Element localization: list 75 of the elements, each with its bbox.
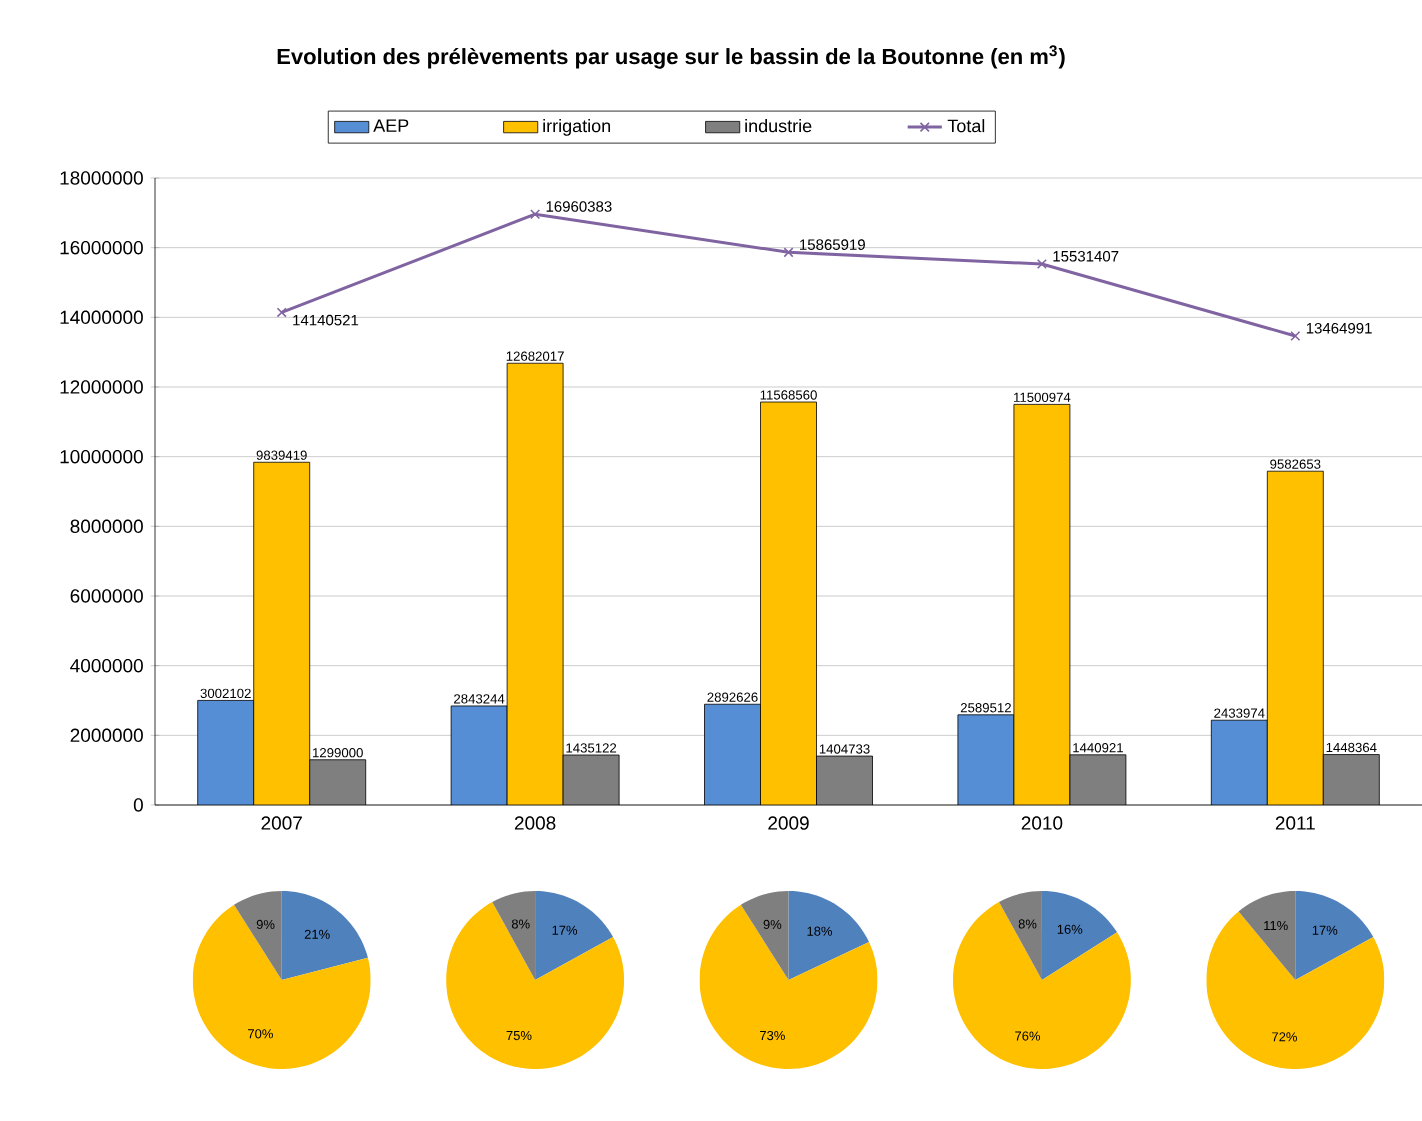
data-label: 9% <box>256 919 275 930</box>
data-label: 2892626 <box>707 692 758 702</box>
data-label: 17% <box>552 925 578 935</box>
bar <box>704 704 761 805</box>
y-tick-label: 16000000 <box>60 240 143 255</box>
data-label: 9582653 <box>1270 459 1321 469</box>
data-label: 3002102 <box>200 688 251 699</box>
point <box>1290 330 1301 342</box>
bar <box>563 755 620 805</box>
legend-label: industrie <box>745 119 812 133</box>
data-label: 18% <box>807 926 833 936</box>
bar <box>957 714 1014 805</box>
bar <box>760 402 817 805</box>
bar <box>816 756 873 805</box>
point <box>783 247 794 258</box>
data-label: 16% <box>1057 924 1083 934</box>
data-label: 73% <box>760 1030 785 1041</box>
bar <box>1210 719 1268 805</box>
data-label: 1404733 <box>819 744 870 754</box>
point <box>530 209 541 220</box>
data-label: 75% <box>506 1031 532 1041</box>
data-label: 16960383 <box>546 201 612 212</box>
data-label: 70% <box>248 1029 273 1039</box>
legend-label: irrigation <box>543 119 611 136</box>
data-label: 9% <box>763 919 782 930</box>
x-tick-label: 2008 <box>514 816 556 830</box>
y-tick-label: 2000000 <box>70 728 143 743</box>
y-tick-label: 14000000 <box>60 310 143 325</box>
x-tick-label: 2011 <box>1275 816 1315 830</box>
data-label: 2433974 <box>1214 708 1265 718</box>
bar <box>1069 754 1126 805</box>
x-tick-label: 2010 <box>1021 816 1063 830</box>
data-label: 11500974 <box>1014 392 1071 402</box>
y-tick-label: 8000000 <box>70 519 143 534</box>
data-label: 11% <box>1264 921 1288 931</box>
bar <box>1013 404 1070 805</box>
point <box>1036 258 1047 270</box>
bar <box>1322 754 1380 805</box>
data-label: 21% <box>304 929 330 939</box>
bar <box>253 462 310 805</box>
data-label: 11568560 <box>760 390 817 400</box>
data-label: 15865919 <box>800 239 865 250</box>
data-label: 9839419 <box>256 450 307 460</box>
chart-title: Evolution des prélèvements par usage sur le bassin de la Boutonne (en m$^{3}$) <box>277 45 1065 69</box>
bar <box>197 700 254 805</box>
data-label: 76% <box>1015 1031 1041 1041</box>
legend-label: Total <box>947 119 985 133</box>
y-tick-label: 0 <box>133 798 143 812</box>
x-tick-label: 2009 <box>768 816 809 830</box>
bar <box>309 759 366 805</box>
data-label: 1299000 <box>313 748 363 758</box>
data-label: 14140521 <box>293 314 359 326</box>
y-tick-label: 10000000 <box>60 449 143 464</box>
y-tick-label: 6000000 <box>70 589 143 603</box>
data-label: 17% <box>1312 925 1338 935</box>
bar <box>1266 470 1324 805</box>
legend-label: AEP <box>373 119 409 132</box>
data-label: 2843244 <box>454 694 505 704</box>
data-label: 72% <box>1272 1032 1297 1042</box>
y-tick-label: 12000000 <box>60 380 143 394</box>
data-label: 12682017 <box>506 351 564 361</box>
bar <box>507 363 564 805</box>
point <box>276 307 287 318</box>
data-label: 1448364 <box>1326 742 1377 753</box>
data-label: 8% <box>511 919 530 929</box>
data-label: 8% <box>1018 919 1037 929</box>
data-label: 2589512 <box>960 703 1011 713</box>
data-label: 1440921 <box>1073 743 1123 753</box>
data-label: 15531407 <box>1053 250 1119 262</box>
y-tick-label: 18000000 <box>60 171 143 185</box>
bar <box>451 705 508 805</box>
x-tick-label: 2007 <box>261 816 302 830</box>
y-tick-label: 4000000 <box>70 658 143 673</box>
data-label: 13464991 <box>1306 322 1372 334</box>
data-label: 1435122 <box>566 743 617 753</box>
